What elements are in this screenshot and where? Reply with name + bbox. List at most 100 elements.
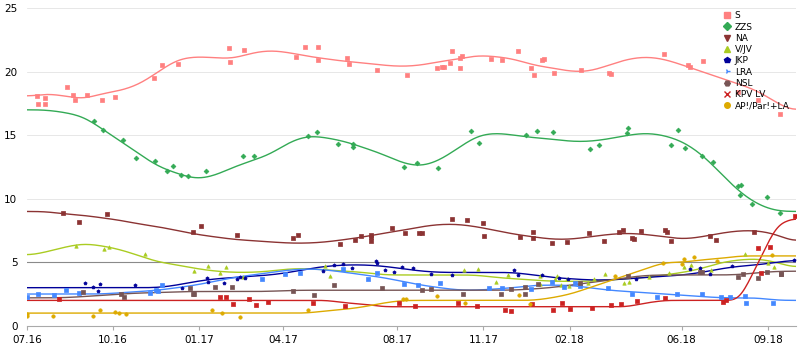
Point xyxy=(707,160,720,165)
Point xyxy=(77,290,90,295)
Point xyxy=(340,55,353,60)
Point xyxy=(312,44,325,50)
Point xyxy=(732,183,745,189)
Point xyxy=(774,271,787,277)
Point xyxy=(658,295,671,300)
Point xyxy=(732,274,745,280)
Point xyxy=(69,98,82,103)
Point xyxy=(430,293,443,299)
Point xyxy=(397,164,410,169)
Point xyxy=(364,235,377,240)
Point xyxy=(705,267,718,273)
Point xyxy=(558,284,570,290)
Point xyxy=(768,264,781,269)
Point xyxy=(588,276,601,282)
Point xyxy=(438,64,450,69)
Point xyxy=(186,229,199,235)
Point xyxy=(723,294,736,300)
Point xyxy=(371,270,384,276)
Point xyxy=(161,168,174,174)
Point xyxy=(755,271,768,276)
Point xyxy=(102,244,115,250)
Point xyxy=(574,283,586,289)
Point xyxy=(695,270,708,275)
Point xyxy=(32,102,45,107)
Point xyxy=(70,243,82,248)
Point xyxy=(574,280,586,285)
Point xyxy=(621,130,634,135)
Point xyxy=(365,232,378,238)
Point xyxy=(453,65,466,70)
Point xyxy=(531,282,544,287)
Point xyxy=(334,242,346,247)
Point xyxy=(526,235,539,240)
Point xyxy=(672,127,685,133)
Point xyxy=(342,61,355,67)
Point xyxy=(262,299,275,305)
Point xyxy=(511,49,524,54)
Point xyxy=(219,295,232,300)
Point xyxy=(461,217,474,223)
Point xyxy=(290,54,302,59)
Point xyxy=(416,230,429,236)
Point xyxy=(21,312,34,317)
Point xyxy=(215,310,228,315)
Point xyxy=(155,62,168,67)
Point xyxy=(81,92,94,98)
Point xyxy=(222,45,235,51)
Point xyxy=(130,155,142,161)
Point xyxy=(514,235,526,240)
Point xyxy=(760,269,773,275)
Point xyxy=(682,62,694,67)
Point xyxy=(400,72,413,77)
Point xyxy=(337,261,350,267)
Point xyxy=(175,172,188,178)
Point xyxy=(172,61,185,67)
Point xyxy=(443,60,456,66)
Point xyxy=(224,59,237,65)
Point xyxy=(767,300,780,305)
Point xyxy=(53,296,66,302)
Point xyxy=(495,58,508,63)
Point xyxy=(349,237,362,242)
Point xyxy=(564,306,577,311)
Point xyxy=(310,129,323,134)
Point xyxy=(446,273,458,278)
Point xyxy=(656,260,669,266)
Point xyxy=(538,56,550,61)
Point xyxy=(561,277,574,282)
Point xyxy=(32,291,45,297)
Point xyxy=(248,154,261,159)
Point xyxy=(465,128,478,134)
Point xyxy=(485,56,498,61)
Point xyxy=(278,271,291,277)
Point xyxy=(534,273,547,279)
Point xyxy=(635,228,648,234)
Point xyxy=(238,275,251,281)
Point xyxy=(630,277,642,282)
Point xyxy=(286,235,299,240)
Point xyxy=(94,307,106,313)
Point xyxy=(697,58,710,63)
Point xyxy=(661,229,674,235)
Point xyxy=(732,89,745,95)
Point xyxy=(524,66,537,71)
Point xyxy=(519,291,532,297)
Point xyxy=(546,307,559,313)
Point xyxy=(435,64,448,70)
Point xyxy=(711,259,724,264)
Point xyxy=(199,168,212,174)
Point xyxy=(478,233,491,239)
Point xyxy=(407,265,420,270)
Point xyxy=(255,276,268,282)
Point xyxy=(762,260,774,266)
Point xyxy=(397,297,410,302)
Point xyxy=(61,84,74,90)
Point xyxy=(308,292,321,298)
Point xyxy=(658,51,670,57)
Point xyxy=(294,270,306,276)
Point xyxy=(719,297,732,303)
Point xyxy=(331,142,344,147)
Point xyxy=(362,276,374,282)
Point xyxy=(238,47,250,53)
